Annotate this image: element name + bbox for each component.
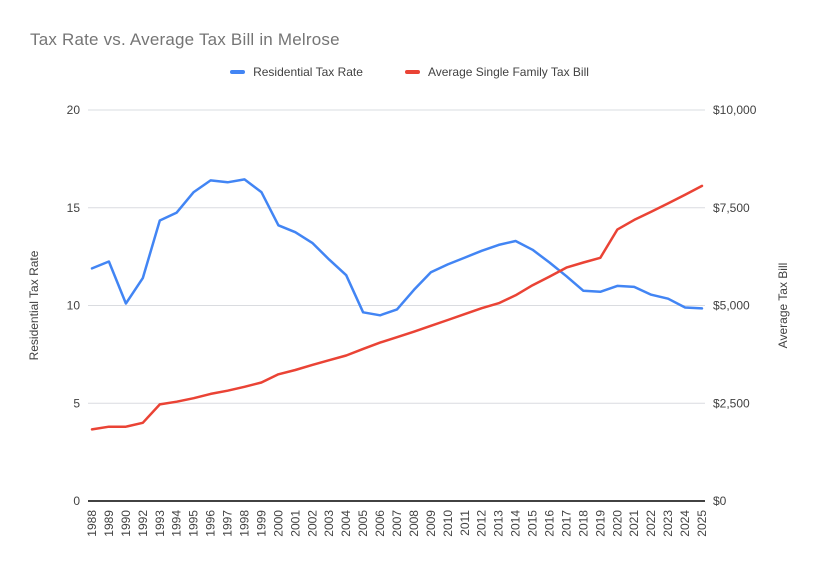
legend-item-average-tax-bill[interactable]: Average Single Family Tax Bill	[404, 65, 589, 79]
x-axis-tick-label: 1995	[187, 510, 201, 537]
x-axis-tick-label: 1996	[204, 510, 218, 537]
x-axis-tick-label: 2015	[526, 510, 540, 537]
x-axis-tick-label: 2014	[509, 510, 523, 537]
x-axis-tick-label: 2011	[458, 510, 472, 536]
legend-label-average-tax-bill: Average Single Family Tax Bill	[427, 65, 589, 79]
right-axis-tick-label: $10,000	[713, 103, 757, 117]
x-axis-tick-label: 2012	[475, 510, 489, 537]
chart-legend: Residential Tax Rate Average Single Fami…	[0, 65, 819, 79]
x-axis-tick-label: 2020	[610, 510, 624, 537]
x-axis-tick-label: 2008	[407, 510, 421, 537]
x-axis-tick-label: 1998	[238, 510, 252, 537]
x-axis-tick-label: 2025	[695, 510, 709, 537]
x-axis-tick-label: 2021	[627, 510, 641, 537]
legend-swatch-blue-icon	[230, 70, 246, 74]
left-axis-tick-label: 10	[67, 299, 81, 313]
x-axis-tick-label: 2000	[271, 510, 285, 537]
series-line-residential-tax-rate[interactable]	[90, 178, 704, 317]
series-line-average-single-family-tax-bill[interactable]	[90, 184, 704, 431]
right-axis-title: Average Tax Bill	[776, 263, 790, 349]
right-axis-tick-label: $7,500	[713, 201, 750, 215]
x-axis-tick-label: 2013	[492, 510, 506, 537]
right-axis-tick-label: $2,500	[713, 396, 750, 410]
x-axis-tick-label: 1994	[170, 510, 184, 537]
right-axis-tick-label: $5,000	[713, 299, 750, 313]
x-axis-tick-label: 1990	[119, 510, 133, 537]
right-axis-tick-label: $0	[713, 494, 727, 508]
x-axis-tick-label: 1997	[221, 510, 235, 537]
x-axis-tick-label: 2007	[390, 510, 404, 537]
x-axis-tick-label: 2002	[305, 510, 319, 537]
x-axis-tick-label: 2010	[441, 510, 455, 537]
x-axis-tick-label: 2004	[339, 510, 353, 537]
left-axis-tick-label: 5	[73, 396, 80, 410]
left-axis-tick-label: 15	[67, 201, 81, 215]
legend-label-residential-tax-rate: Residential Tax Rate	[253, 65, 363, 79]
legend-swatch-red-icon	[404, 70, 420, 74]
left-axis-title: Residential Tax Rate	[27, 250, 41, 360]
left-axis-tick-label: 20	[67, 103, 81, 117]
x-axis-tick-label: 2006	[373, 510, 387, 537]
x-axis-tick-label: 2009	[424, 510, 438, 537]
legend-item-residential-tax-rate[interactable]: Residential Tax Rate	[230, 65, 363, 79]
x-axis-tick-label: 2023	[661, 510, 675, 537]
x-axis-tick-label: 1989	[102, 510, 116, 537]
x-axis-tick-label: 2003	[322, 510, 336, 537]
x-axis-tick-label: 2017	[559, 510, 573, 537]
left-axis-tick-label: 0	[73, 494, 80, 508]
x-axis-tick-label: 2001	[288, 510, 302, 537]
x-axis-tick-label: 2019	[593, 510, 607, 537]
x-axis-tick-label: 2024	[678, 510, 692, 537]
x-axis-tick-label: 1999	[254, 510, 268, 537]
x-axis-tick-label: 1992	[136, 510, 150, 537]
chart-title: Tax Rate vs. Average Tax Bill in Melrose	[30, 30, 340, 49]
x-axis-tick-label: 2016	[543, 510, 557, 537]
x-axis-tick-label: 1988	[85, 510, 99, 537]
x-axis-tick-label: 2022	[644, 510, 658, 537]
x-axis-tick-label: 2005	[356, 510, 370, 537]
x-axis-tick-label: 2018	[576, 510, 590, 537]
x-axis-tick-label: 1993	[153, 510, 167, 537]
